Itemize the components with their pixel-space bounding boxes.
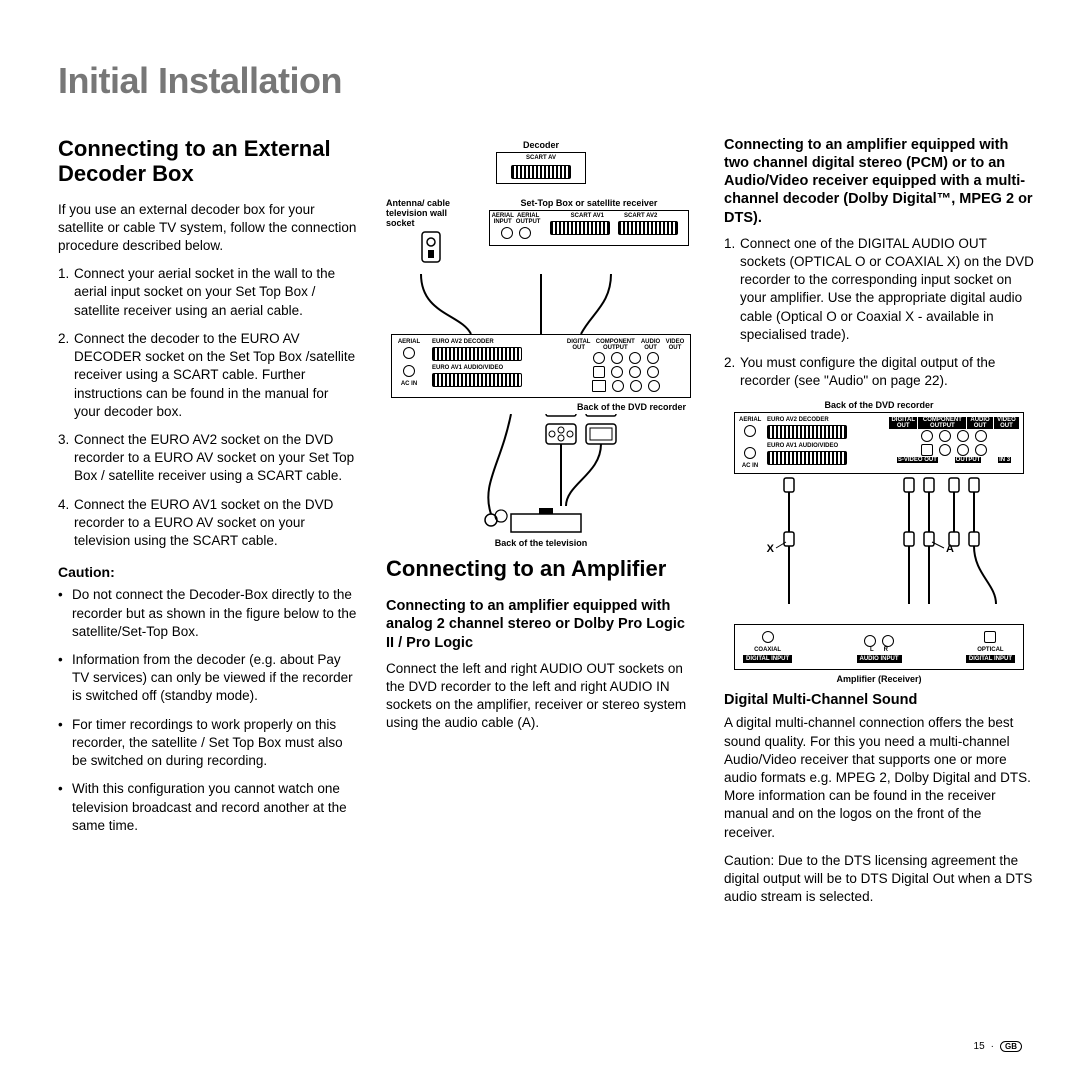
port-euroav2-label: EURO AV2 DECODER: [428, 339, 560, 345]
port-in3-label: IN 3: [998, 457, 1011, 463]
connection-diagram: Decoder SCART AV Antenna/ cable televisi…: [386, 140, 696, 548]
caution-item: For timer recordings to work properly on…: [58, 716, 358, 771]
port-euroav2-label-2: EURO AV2 DECODER: [767, 417, 883, 423]
decoder-box-label: Decoder: [386, 140, 696, 150]
caution-label: Caution:: [58, 564, 358, 580]
amp-digin-l: DIGITAL INPUT: [743, 655, 792, 663]
decoder-step: Connect the EURO AV1 socket on the DVD r…: [58, 496, 358, 551]
decoder-step: Connect the decoder to the EURO AV DECOD…: [58, 330, 358, 421]
port-component-label-2: COMPONENT OUTPUT: [918, 417, 966, 429]
wire-to-tv-graphic: [391, 414, 691, 534]
tv-back-caption: Back of the television: [386, 538, 696, 548]
x-marker: X: [767, 543, 775, 555]
caution-list: Do not connect the Decoder-Box directly …: [58, 586, 358, 835]
amp-step: You must configure the digital output of…: [724, 354, 1034, 390]
amp-caption: Amplifier (Receiver): [724, 674, 1034, 684]
page-footer: 15 · GB: [974, 1041, 1022, 1052]
dms-body: A digital multi-channel connection offer…: [724, 714, 1034, 842]
amp-box-graphic: COAXIAL DIGITAL INPUT L R AUDIO INPUT OP: [734, 624, 1024, 670]
dts-caution: Caution: Due to the DTS licensing agreem…: [724, 852, 1034, 907]
a-marker: A: [946, 543, 954, 555]
amp-digin-r: DIGITAL INPUT: [966, 655, 1015, 663]
antenna-label: Antenna/ cable television wall socket: [386, 198, 476, 228]
port-euroav1-label-2: EURO AV1 AUDIO/VIDEO: [767, 443, 883, 449]
amp-analog-heading: Connecting to an amplifier equipped with…: [386, 597, 696, 651]
column-left: Connecting to an External Decoder Box If…: [58, 136, 358, 917]
amp-digital-steps: Connect one of the DIGITAL AUDIO OUT soc…: [724, 235, 1034, 391]
amp-optical-label: OPTICAL: [966, 647, 1015, 653]
port-videoout-label: VIDEO OUT: [664, 339, 686, 351]
port-audioout-label: AUDIO OUT: [639, 339, 662, 351]
amp-diagram: Back of the DVD recorder AERIAL AC IN EU…: [724, 400, 1034, 684]
scart-av2-label: SCART AV2: [624, 213, 657, 219]
stb-box-graphic: AERIAL INPUT AERIAL OUTPUT SCART AV1 SCA…: [489, 210, 689, 246]
stb-label: Set-Top Box or satellite receiver: [482, 198, 696, 208]
decoder-intro: If you use an external decoder box for y…: [58, 201, 358, 256]
port-euroav1-label: EURO AV1 AUDIO/VIDEO: [428, 365, 560, 371]
column-right: Connecting to an amplifier equipped with…: [724, 136, 1034, 917]
region-badge: GB: [1000, 1041, 1022, 1052]
port-acin-label: AC IN: [396, 381, 422, 387]
aerial-out-label: AERIAL OUTPUT: [516, 213, 541, 225]
wall-socket-icon: [416, 230, 446, 274]
page-number: 15: [974, 1041, 985, 1052]
port-audioout-label-2: AUDIO OUT: [967, 417, 993, 429]
amp-step: Connect one of the DIGITAL AUDIO OUT soc…: [724, 235, 1034, 344]
aerial-in-label: AERIAL INPUT: [492, 213, 514, 225]
amp-l-label: L: [870, 647, 874, 653]
port-aerial-label: AERIAL: [396, 339, 422, 345]
dvd-back-caption: Back of the DVD recorder: [386, 402, 696, 412]
port-component-label: COMPONENT OUTPUT: [593, 339, 637, 351]
amplifier-heading: Connecting to an Amplifier: [386, 556, 696, 581]
decoder-step: Connect your aerial socket in the wall t…: [58, 265, 358, 320]
caution-item: Do not connect the Decoder-Box directly …: [58, 586, 358, 641]
port-acin-label-2: AC IN: [739, 463, 761, 469]
decoder-step: Connect the EURO AV2 socket on the DVD r…: [58, 431, 358, 486]
amp-analog-body: Connect the left and right AUDIO OUT soc…: [386, 660, 696, 733]
caution-item: Information from the decoder (e.g. about…: [58, 651, 358, 706]
amp-audioin: AUDIO INPUT: [857, 655, 902, 663]
dvd-back-caption-2: Back of the DVD recorder: [724, 400, 1034, 410]
port-aerial-label-2: AERIAL: [739, 417, 761, 423]
caution-body: : Due to the DTS licensing agreement the…: [724, 853, 1032, 904]
port-digitalout-label: DIGITAL OUT: [566, 339, 591, 351]
port-output-label: OUTPUT: [955, 457, 982, 463]
dvd-back-graphic: AERIAL AC IN EURO AV2 DECODER EURO AV1 A…: [391, 334, 691, 398]
port-videoout-label-2: VIDEO OUT: [994, 417, 1019, 429]
page-title: Initial Installation: [58, 60, 1022, 102]
decoder-heading: Connecting to an External Decoder Box: [58, 136, 358, 187]
decoder-box-graphic: SCART AV: [496, 152, 586, 184]
amp-digital-heading: Connecting to an amplifier equipped with…: [724, 136, 1034, 227]
decoder-steps: Connect your aerial socket in the wall t…: [58, 265, 358, 550]
port-digitalout-label-2: DIGITAL OUT: [889, 417, 917, 429]
scart-av-label: SCART AV: [497, 155, 585, 161]
wire-graphic: [391, 274, 691, 334]
dms-heading: Digital Multi-Channel Sound: [724, 692, 1034, 708]
scart-av1-label: SCART AV1: [571, 213, 604, 219]
caution-item: With this configuration you cannot watch…: [58, 780, 358, 835]
amp-wire-graphic: X A: [734, 474, 1024, 624]
dvd-back-graphic-2: AERIAL AC IN EURO AV2 DECODER EURO AV1 A…: [734, 412, 1024, 474]
amp-coaxial-label: COAXIAL: [743, 647, 792, 653]
caution-prefix: Caution: [724, 853, 771, 868]
content-columns: Connecting to an External Decoder Box If…: [58, 136, 1022, 917]
amp-r-label: R: [884, 647, 888, 653]
column-middle: Decoder SCART AV Antenna/ cable televisi…: [386, 136, 696, 917]
port-svideo-label: S-VIDEO OUT: [897, 457, 938, 463]
